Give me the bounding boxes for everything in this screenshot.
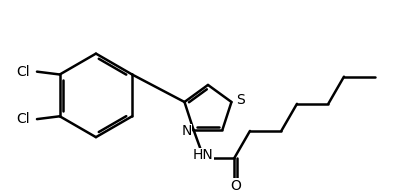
Text: N: N <box>181 125 192 139</box>
Text: Cl: Cl <box>17 65 30 79</box>
Text: HN: HN <box>193 148 213 162</box>
Text: O: O <box>230 179 241 193</box>
Text: S: S <box>236 93 245 107</box>
Text: Cl: Cl <box>17 112 30 126</box>
